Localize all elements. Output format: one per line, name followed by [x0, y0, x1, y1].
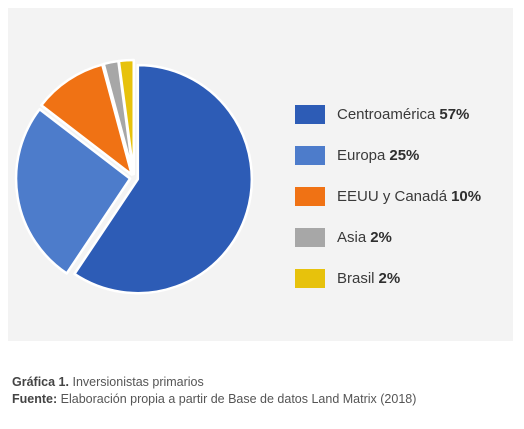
- legend-percentage: 10%: [451, 187, 482, 205]
- legend-category: Asia: [337, 228, 367, 246]
- legend-category: Brasil: [337, 269, 375, 287]
- pie-slice-brasil: [117, 58, 135, 176]
- figure-title: Inversionistas primarios: [72, 375, 204, 389]
- legend-label: EEUU y Canadá 10%: [337, 188, 481, 205]
- legend-swatch: [295, 186, 325, 206]
- legend-swatch: [295, 268, 325, 288]
- caption-source-line: Fuente: Elaboración propia a partir de B…: [12, 391, 416, 408]
- legend-item-eeuu-y-canada: EEUU y Canadá 10%: [295, 186, 505, 206]
- pie-slice-eeuu-y-canada: [40, 63, 134, 176]
- legend-swatch: [295, 145, 325, 165]
- legend-item-centroamerica: Centroamérica 57%: [295, 104, 505, 124]
- legend-item-brasil: Brasil 2%: [295, 268, 505, 288]
- legend-category: Centroamérica: [337, 105, 436, 123]
- legend: Centroamérica 57% Europa 25% EEUU y Canadá 10…: [295, 104, 505, 309]
- figure-label: Gráfica 1.: [12, 375, 69, 389]
- pie-chart: [14, 58, 254, 295]
- legend-label: Centroamérica 57%: [337, 106, 469, 123]
- legend-category: Europa: [337, 146, 386, 164]
- legend-swatch: [295, 227, 325, 247]
- legend-swatch: [295, 104, 325, 124]
- caption-title-line: Gráfica 1. Inversionistas primarios: [12, 374, 416, 391]
- legend-item-asia: Asia 2%: [295, 227, 505, 247]
- source-text: Elaboración propia a partir de Base de d…: [60, 392, 417, 406]
- source-label: Fuente:: [12, 392, 58, 406]
- figure-caption: Gráfica 1. Inversionistas primarios Fuen…: [12, 374, 416, 408]
- legend-label: Europa 25%: [337, 147, 419, 164]
- legend-percentage: 25%: [389, 146, 420, 164]
- legend-percentage: 57%: [439, 105, 470, 123]
- pie-slice-centroamerica: [73, 63, 254, 295]
- legend-label: Brasil 2%: [337, 270, 400, 287]
- legend-label: Asia 2%: [337, 229, 392, 246]
- legend-category: EEUU y Canadá: [337, 187, 448, 205]
- legend-percentage: 2%: [370, 228, 392, 246]
- pie-slice-europa: [14, 108, 132, 275]
- chart-panel: Centroamérica 57% Europa 25% EEUU y Canadá 10…: [8, 8, 513, 341]
- legend-percentage: 2%: [378, 269, 401, 287]
- legend-item-europa: Europa 25%: [295, 145, 505, 165]
